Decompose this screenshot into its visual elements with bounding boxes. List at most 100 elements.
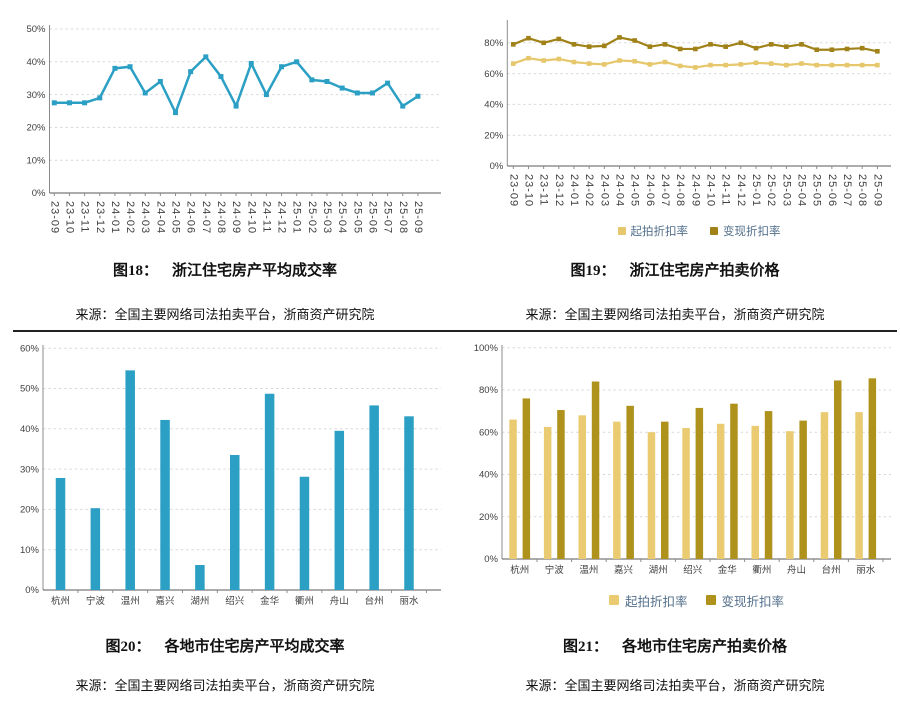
svg-text:50%: 50%: [20, 384, 40, 395]
fig21-caption: 图21： 各地市住宅房产拍卖价格: [450, 638, 900, 656]
svg-text:80%: 80%: [479, 385, 499, 396]
svg-text:20%: 20%: [26, 123, 46, 134]
svg-text:25-07: 25-07: [841, 174, 853, 207]
fig21-source: 来源：全国主要网络司法拍卖平台，浙商资产研究院: [525, 678, 825, 693]
svg-text:24-01: 24-01: [109, 201, 121, 234]
svg-text:丽水: 丽水: [399, 595, 419, 607]
svg-text:25-02: 25-02: [306, 201, 318, 234]
bar-变现折扣率-舟山: [799, 420, 807, 559]
svg-text:100%: 100%: [474, 343, 499, 354]
svg-text:24-01: 24-01: [568, 174, 580, 207]
bar-起拍折扣率-台州: [820, 412, 829, 559]
svg-text:温州: 温州: [121, 596, 140, 607]
svg-text:40%: 40%: [26, 57, 46, 68]
fig21-number: 图21：: [562, 639, 608, 655]
legend-label: 起拍折扣率: [624, 594, 688, 609]
qipai-swatch-icon: [617, 227, 626, 235]
svg-text:丽水: 丽水: [856, 564, 876, 576]
bar-平均成交率-绍兴: [230, 454, 240, 590]
fig19-title: 浙江住宅房产拍卖价格: [629, 263, 780, 279]
svg-text:金华: 金华: [260, 595, 280, 607]
svg-text:25-05: 25-05: [811, 174, 823, 207]
bar-变现折扣率-湖州: [661, 421, 669, 559]
gridlines: [507, 42, 891, 136]
svg-text:舟山: 舟山: [787, 564, 806, 576]
svg-text:舟山: 舟山: [330, 595, 349, 607]
svg-text:24-09: 24-09: [230, 201, 242, 234]
svg-text:25-08: 25-08: [397, 201, 409, 234]
svg-text:30%: 30%: [20, 464, 40, 475]
svg-text:20%: 20%: [479, 512, 499, 523]
svg-text:24-04: 24-04: [613, 174, 625, 207]
legend-item-bianxian: 变现折扣率: [710, 223, 781, 239]
svg-text:24-06: 24-06: [185, 201, 197, 234]
fig18-line-chart: 0%10%20%30%40%50%23-09 23-10 23-11 23-12 24-…: [26, 24, 441, 234]
fig20-title: 各地市住宅房产平均成交率: [164, 639, 345, 655]
svg-text:50%: 50%: [26, 24, 46, 35]
svg-text:25-06: 25-06: [366, 201, 378, 234]
svg-text:25-07: 25-07: [382, 201, 394, 234]
legend-item-qipai: 起拍折扣率: [617, 223, 689, 239]
svg-text:嘉兴: 嘉兴: [156, 595, 175, 607]
svg-text:宁波: 宁波: [545, 564, 565, 576]
bar-平均成交率-温州: [125, 370, 135, 590]
svg-text:24-12: 24-12: [276, 201, 288, 234]
qipai-swatch-icon: [608, 595, 619, 605]
svg-text:24-06: 24-06: [644, 174, 656, 207]
gridlines: [49, 28, 441, 161]
axis-labels: 0% 20% 40% 60% 80% 100% 杭州 宁波 温州 嘉兴 湖州 绍兴 金华 衢州 舟山 台州 丽水: [474, 343, 876, 576]
svg-text:23-11: 23-11: [538, 174, 550, 206]
svg-text:10%: 10%: [20, 545, 40, 556]
svg-text:绍兴: 绍兴: [225, 595, 244, 607]
svg-text:24-10: 24-10: [705, 174, 717, 207]
svg-text:24-05: 24-05: [170, 201, 182, 234]
svg-text:40%: 40%: [479, 470, 499, 481]
svg-text:60%: 60%: [484, 69, 504, 80]
svg-text:杭州: 杭州: [510, 564, 529, 576]
svg-text:绍兴: 绍兴: [683, 564, 702, 576]
bar-起拍折扣率-湖州: [647, 432, 656, 559]
svg-text:24-07: 24-07: [659, 174, 671, 207]
axis-labels: 0% 10% 20% 30% 40% 50% 60% 杭州 宁波 温州 嘉兴 湖州 绍兴 金华 衢州 舟山 台州…: [20, 343, 419, 607]
fig20-source: 来源：全国主要网络司法拍卖平台，浙商资产研究院: [75, 678, 375, 693]
bar-起拍折扣率-丽水: [855, 412, 863, 559]
svg-text:衢州: 衢州: [295, 595, 314, 607]
fig20-number: 图20：: [105, 639, 151, 655]
bar-变现折扣率-金华: [730, 403, 738, 559]
bar-平均成交率-台州: [369, 405, 379, 590]
svg-text:20%: 20%: [20, 505, 40, 516]
bar-变现折扣率-宁波: [557, 410, 565, 559]
svg-text:湖州: 湖州: [190, 596, 209, 607]
svg-text:金华: 金华: [718, 564, 738, 576]
fig20-bar-chart: 0% 10% 20% 30% 40% 50% 60% 杭州 宁波 温州 嘉兴 湖州 绍兴 金华 衢州 舟山 台州…: [20, 343, 441, 607]
axis-labels: 0%10%20%30%40%50%23-09 23-10 23-11 23-12 24-…: [26, 24, 423, 234]
bar-起拍折扣率-衢州: [751, 425, 759, 559]
fig20-caption: 图20： 各地市住宅房产平均成交率: [0, 638, 450, 656]
fig21-legend: 起拍折扣率 变现折扣率: [502, 591, 891, 609]
svg-text:24-03: 24-03: [139, 201, 151, 234]
svg-text:20%: 20%: [484, 130, 504, 141]
svg-text:60%: 60%: [479, 427, 499, 438]
svg-text:衢州: 衢州: [752, 564, 771, 576]
svg-text:24-09: 24-09: [689, 174, 701, 207]
svg-text:杭州: 杭州: [51, 595, 70, 607]
fig18-number: 图18：: [112, 263, 158, 279]
svg-text:25-01: 25-01: [750, 174, 762, 207]
legend-item-qipai: 起拍折扣率: [608, 591, 688, 610]
legend-label: 起拍折扣率: [630, 226, 689, 238]
svg-text:80%: 80%: [484, 38, 504, 49]
bar-变现折扣率-衢州: [764, 411, 773, 559]
svg-text:24-02: 24-02: [124, 201, 136, 234]
svg-text:0%: 0%: [484, 554, 498, 565]
gridlines: [43, 347, 441, 551]
fig18-source: 来源：全国主要网络司法拍卖平台，浙商资产研究院: [75, 307, 375, 322]
svg-text:24-12: 24-12: [735, 174, 747, 207]
fig18-title: 浙江住宅房产平均成交率: [172, 263, 338, 279]
fig19-caption: 图19： 浙江住宅房产拍卖价格: [450, 262, 900, 280]
svg-text:温州: 温州: [579, 565, 598, 576]
svg-text:0%: 0%: [490, 161, 504, 172]
series: [509, 378, 877, 559]
svg-text:24-07: 24-07: [200, 201, 212, 234]
svg-text:40%: 40%: [484, 100, 504, 111]
